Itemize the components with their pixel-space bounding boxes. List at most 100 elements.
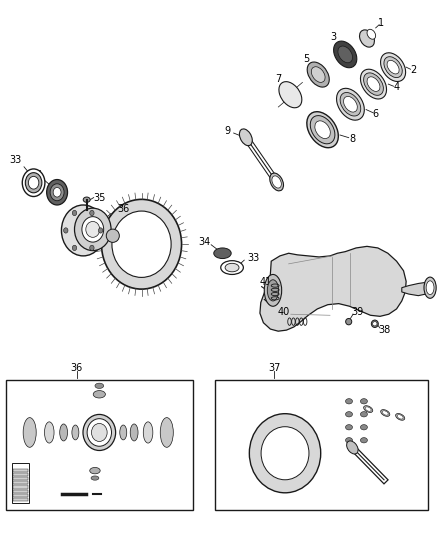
Text: 40: 40 [277,307,290,317]
Ellipse shape [47,180,67,205]
Bar [12,463,29,503]
Ellipse shape [343,96,357,112]
Ellipse shape [106,229,119,243]
Ellipse shape [272,176,281,188]
Ellipse shape [424,277,436,298]
Text: 33: 33 [9,156,21,165]
Bar [6,381,193,511]
Ellipse shape [74,208,111,251]
Bar [13,498,28,502]
Ellipse shape [360,399,367,404]
Ellipse shape [340,93,361,116]
Ellipse shape [311,67,325,83]
Text: 1: 1 [378,18,384,28]
Ellipse shape [90,211,94,216]
Ellipse shape [360,411,367,417]
Bar [215,381,428,511]
Ellipse shape [360,425,367,430]
Text: 6: 6 [373,109,379,119]
Ellipse shape [22,169,45,197]
Ellipse shape [307,62,329,87]
Bar [13,490,28,493]
Bar [13,494,28,497]
Text: 5: 5 [303,54,309,63]
Ellipse shape [83,197,90,203]
Ellipse shape [365,407,371,411]
Ellipse shape [28,176,39,189]
Text: 33: 33 [247,253,259,263]
Ellipse shape [346,411,353,417]
Text: 37: 37 [268,363,281,373]
Bar [13,481,28,484]
Ellipse shape [221,261,244,274]
Ellipse shape [279,82,302,108]
Ellipse shape [381,53,406,82]
Text: 2: 2 [410,65,416,75]
Text: 39: 39 [351,307,364,317]
Ellipse shape [214,248,231,259]
Ellipse shape [310,116,335,144]
Ellipse shape [61,205,105,256]
Ellipse shape [93,391,106,398]
Ellipse shape [371,320,378,327]
Ellipse shape [336,88,364,120]
Ellipse shape [384,56,402,78]
Ellipse shape [367,77,380,92]
Ellipse shape [387,60,399,74]
Ellipse shape [53,188,61,197]
Ellipse shape [91,476,99,480]
Ellipse shape [264,274,282,306]
Ellipse shape [112,211,171,277]
Bar [13,473,28,476]
Ellipse shape [90,467,100,474]
Text: 34: 34 [30,171,42,180]
Text: 9: 9 [225,126,231,136]
Ellipse shape [396,414,405,420]
Ellipse shape [45,422,54,443]
Ellipse shape [50,184,64,201]
Ellipse shape [261,427,309,480]
Ellipse shape [373,321,377,326]
Ellipse shape [360,438,367,443]
Text: 7: 7 [275,74,281,84]
Ellipse shape [64,228,68,233]
Ellipse shape [72,245,77,251]
Ellipse shape [346,438,353,443]
Ellipse shape [346,399,353,404]
Bar [13,469,28,472]
Text: 3: 3 [330,33,336,43]
Ellipse shape [346,425,353,430]
Ellipse shape [23,418,36,447]
Ellipse shape [367,29,376,39]
Ellipse shape [120,425,127,440]
Ellipse shape [240,129,252,146]
Ellipse shape [267,280,279,301]
Text: 41: 41 [260,277,272,287]
Ellipse shape [130,424,138,441]
Ellipse shape [397,415,403,419]
Ellipse shape [225,263,239,272]
Ellipse shape [25,173,42,193]
Text: 36: 36 [117,204,129,214]
Ellipse shape [92,423,107,441]
Bar [13,486,28,489]
Ellipse shape [60,424,67,441]
Ellipse shape [87,419,112,446]
Ellipse shape [160,418,173,447]
Text: 34: 34 [198,237,210,247]
Ellipse shape [364,73,383,95]
Ellipse shape [102,199,182,289]
Text: 36: 36 [71,363,83,373]
Polygon shape [402,282,430,296]
Ellipse shape [364,406,373,413]
Text: 35: 35 [94,192,106,203]
Ellipse shape [426,281,434,295]
Bar [13,477,28,480]
Text: 38: 38 [378,325,391,335]
Ellipse shape [360,30,374,47]
Ellipse shape [346,441,358,454]
Ellipse shape [83,415,116,450]
Ellipse shape [270,173,283,191]
Ellipse shape [346,318,352,325]
Ellipse shape [95,383,104,389]
